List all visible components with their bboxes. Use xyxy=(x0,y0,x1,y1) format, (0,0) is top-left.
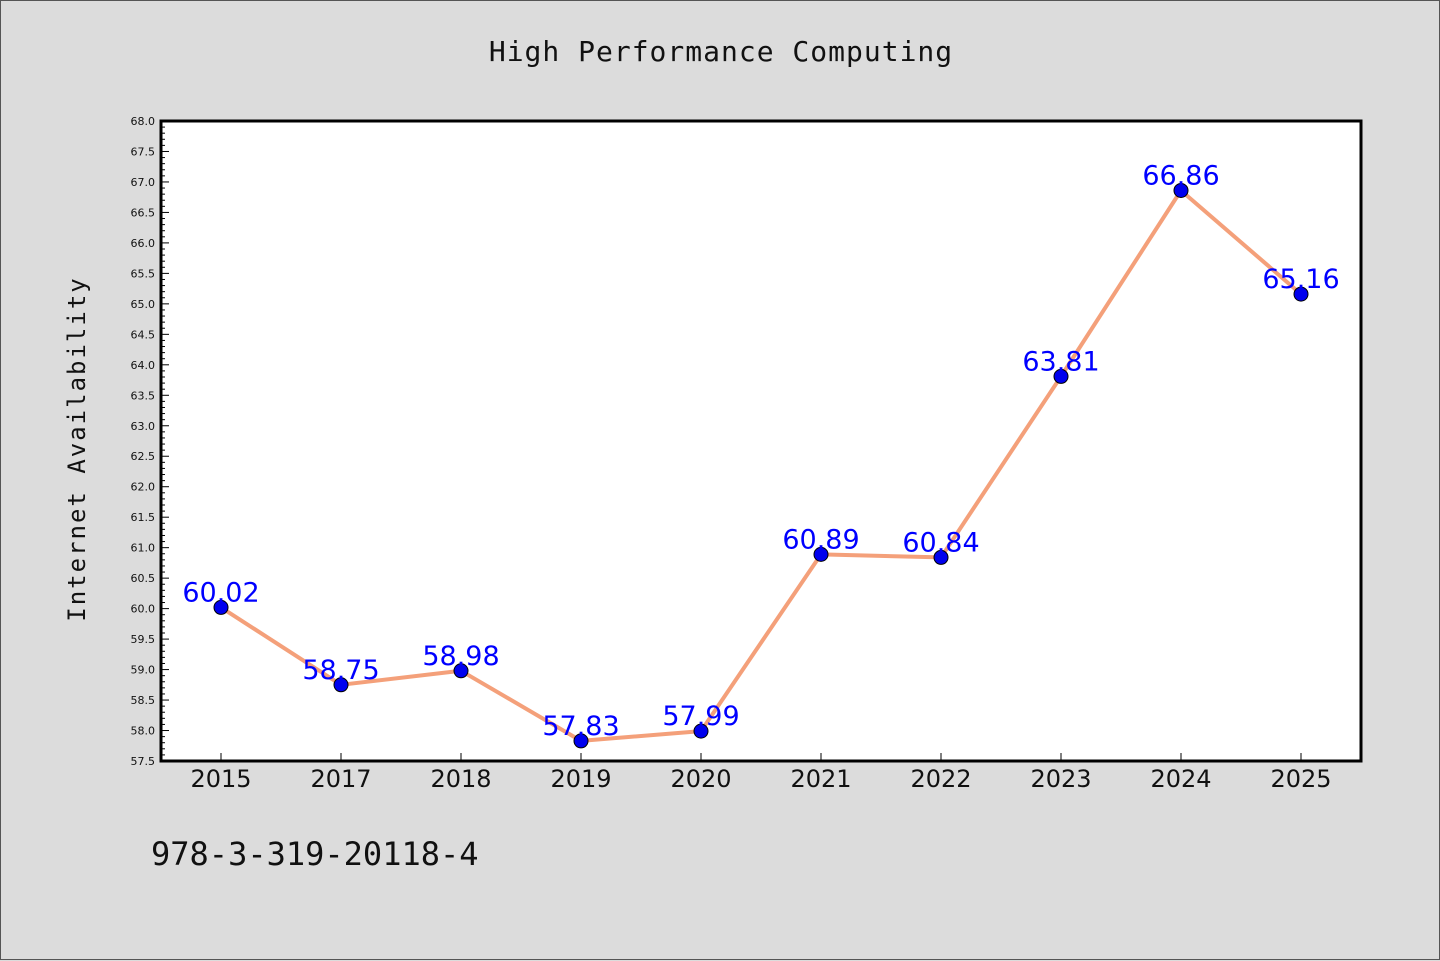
plot-area xyxy=(161,121,1361,761)
data-label: 66.86 xyxy=(1142,160,1219,191)
data-point xyxy=(693,723,709,739)
x-tick-label: 2025 xyxy=(1270,765,1331,793)
data-point xyxy=(1293,286,1309,302)
y-tick-label: 64.5 xyxy=(131,328,156,341)
y-tick-label: 60.5 xyxy=(131,572,156,585)
data-point xyxy=(333,677,349,693)
y-tick-label: 66.5 xyxy=(131,206,156,219)
y-tick-label: 61.0 xyxy=(131,542,156,555)
y-tick-label: 66.0 xyxy=(131,237,156,250)
x-tick-label: 2018 xyxy=(430,765,491,793)
data-point xyxy=(1053,368,1069,384)
y-tick-label: 63.5 xyxy=(131,389,156,402)
data-label: 63.81 xyxy=(1022,346,1099,377)
data-label: 58.75 xyxy=(302,655,379,686)
x-tick-label: 2017 xyxy=(310,765,371,793)
chart-title: High Performance Computing xyxy=(488,35,954,68)
y-tick-label: 65.5 xyxy=(131,267,156,280)
y-tick-label: 59.0 xyxy=(131,664,156,677)
x-tick-label: 2020 xyxy=(670,765,731,793)
y-tick-label: 64.0 xyxy=(131,359,156,372)
y-tick-label: 58.0 xyxy=(131,725,156,738)
data-point xyxy=(813,546,829,562)
y-tick-label: 67.0 xyxy=(131,176,156,189)
y-tick-label: 62.5 xyxy=(131,450,156,463)
x-tick-label: 2023 xyxy=(1030,765,1091,793)
y-tick-label: 65.0 xyxy=(131,298,156,311)
y-tick-label: 60.0 xyxy=(131,603,156,616)
footer-code: 978-3-319-20118-4 xyxy=(151,835,479,873)
plot-border xyxy=(159,119,1363,763)
x-tick-label: 2024 xyxy=(1150,765,1211,793)
data-label: 57.83 xyxy=(542,711,619,742)
x-tick-label: 2019 xyxy=(550,765,611,793)
data-label: 60.84 xyxy=(902,527,979,558)
y-tick-label: 67.5 xyxy=(131,145,156,158)
x-tick-label: 2015 xyxy=(190,765,251,793)
data-point xyxy=(213,599,229,615)
data-point xyxy=(1173,182,1189,198)
data-point xyxy=(933,549,949,565)
series-line xyxy=(219,188,1303,743)
x-tick-label: 2021 xyxy=(790,765,851,793)
y-tick-label: 63.0 xyxy=(131,420,156,433)
data-label: 60.02 xyxy=(182,577,259,608)
data-label: 65.16 xyxy=(1262,264,1339,295)
data-label: 57.99 xyxy=(662,701,739,732)
y-tick-label: 58.5 xyxy=(131,694,156,707)
data-label: 58.98 xyxy=(422,641,499,672)
data-point xyxy=(573,733,589,749)
data-point xyxy=(453,663,469,679)
x-tick-label: 2022 xyxy=(910,765,971,793)
y-tick-label: 59.5 xyxy=(131,633,156,646)
data-label: 60.89 xyxy=(782,524,859,555)
y-tick-label: 57.5 xyxy=(131,755,156,768)
y-tick-label: 68.0 xyxy=(131,115,156,128)
y-tick-label: 61.5 xyxy=(131,511,156,524)
y-tick-label: 62.0 xyxy=(131,481,156,494)
